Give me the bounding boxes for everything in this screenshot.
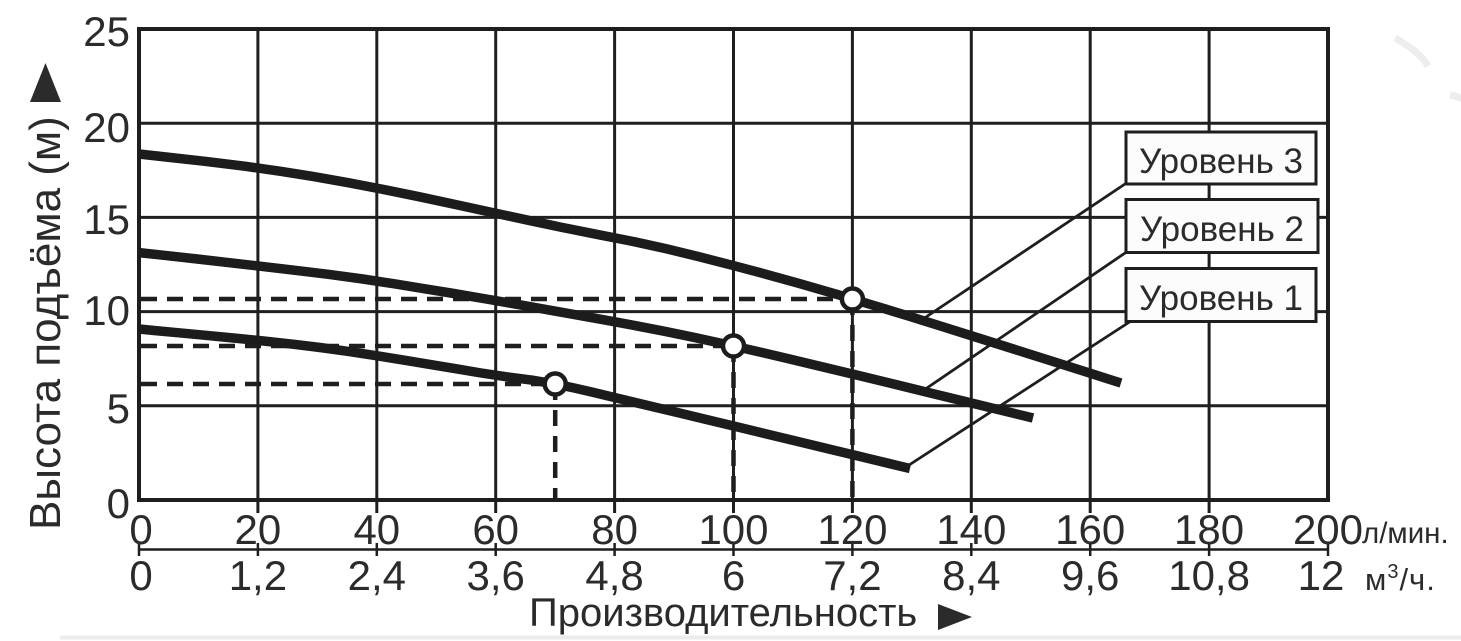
svg-text:140: 140: [936, 506, 1006, 553]
svg-text:Уровень 1: Уровень 1: [1139, 279, 1303, 318]
svg-text:6: 6: [722, 552, 745, 599]
svg-text:40: 40: [353, 506, 400, 553]
svg-text:80: 80: [591, 506, 638, 553]
svg-text:15: 15: [83, 196, 130, 243]
svg-text:100: 100: [698, 506, 768, 553]
svg-text:1,2: 1,2: [229, 552, 287, 599]
svg-text:10: 10: [83, 287, 130, 334]
svg-text:160: 160: [1055, 506, 1125, 553]
svg-text:3,6: 3,6: [467, 552, 525, 599]
svg-text:200: 200: [1293, 506, 1363, 553]
svg-text:Высота подъёма (м): Высота подъёма (м): [21, 116, 70, 530]
svg-text:м3/ч.: м3/ч.: [1365, 561, 1436, 597]
svg-text:25: 25: [83, 8, 130, 55]
svg-text:120: 120: [817, 506, 887, 553]
svg-text:Уровень 3: Уровень 3: [1139, 142, 1303, 181]
svg-text:Производительность: Производительность: [529, 591, 917, 635]
svg-text:0: 0: [107, 480, 130, 527]
svg-text:2,4: 2,4: [348, 552, 406, 599]
svg-text:0: 0: [129, 552, 152, 599]
svg-text:20: 20: [83, 104, 130, 151]
svg-text:Уровень 2: Уровень 2: [1140, 210, 1304, 249]
svg-text:60: 60: [472, 506, 519, 553]
svg-text:0: 0: [129, 506, 152, 553]
svg-text:5: 5: [107, 385, 130, 432]
svg-text:12: 12: [1298, 552, 1345, 599]
svg-text:7,2: 7,2: [823, 552, 881, 599]
svg-text:180: 180: [1174, 506, 1244, 553]
svg-text:20: 20: [235, 506, 282, 553]
svg-text:л/мин.: л/мин.: [1362, 517, 1449, 550]
svg-text:10,8: 10,8: [1168, 552, 1250, 599]
svg-text:9,6: 9,6: [1061, 552, 1119, 599]
svg-text:4,8: 4,8: [585, 552, 643, 599]
svg-text:8,4: 8,4: [942, 552, 1000, 599]
